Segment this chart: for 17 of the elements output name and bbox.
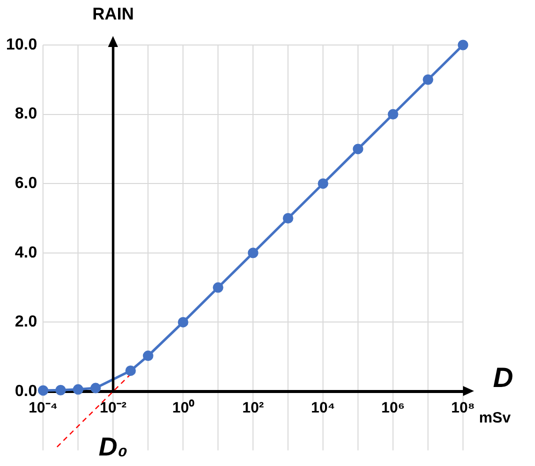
x-tick-label: 10⁶ [381, 400, 405, 417]
x-tick-label: 10² [242, 400, 264, 417]
x-tick-label: 10⁴ [310, 400, 336, 417]
x-tick-label: 10⁰ [172, 398, 195, 417]
y-axis-title: RAIN [92, 4, 134, 24]
x-tick-label: 10⁻² [100, 400, 126, 417]
y-tick-label: 0.0 [14, 382, 38, 400]
y-tick-label: 2.0 [14, 314, 38, 331]
y-tick-label: 4.0 [14, 244, 38, 262]
x-tick-label: 10⁸ [451, 400, 475, 417]
text: mSv [479, 410, 512, 427]
y-tick-label: 8.0 [14, 106, 38, 123]
x-axis-title: D [493, 362, 514, 394]
x-tick-label: 10⁻⁴ [28, 400, 58, 417]
y-tick-label: 6.0 [14, 175, 38, 192]
annotation: D₀ [98, 432, 128, 462]
y-tick-label: 10.0 [6, 36, 38, 54]
